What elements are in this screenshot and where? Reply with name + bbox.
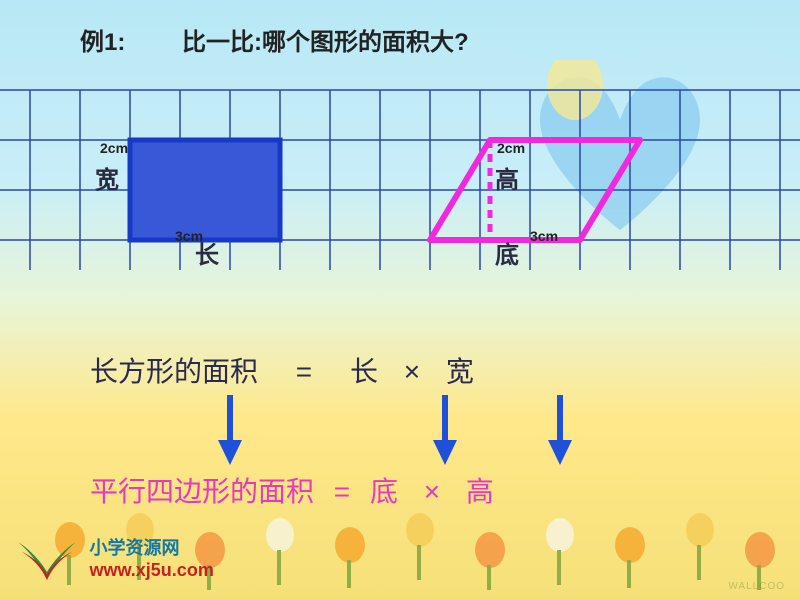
formula1-subject: 长方形的面积: [90, 356, 258, 387]
parallelogram-base-dim: 3cm: [530, 228, 558, 244]
formula1-times: ×: [404, 356, 420, 387]
formula2-times: ×: [424, 476, 440, 507]
logo-text-line2: www.xj5u.com: [89, 560, 213, 581]
rectangle-area-formula: 长方形的面积 = 长 × 宽: [90, 350, 474, 390]
mapping-arrows: [0, 390, 800, 470]
parallelogram-area-formula: 平行四边形的面积 = 底 × 高: [90, 470, 494, 510]
formula1-equals: =: [296, 356, 312, 387]
rectangle-width-dim: 2cm: [100, 140, 128, 156]
logo-text-line1: 小学资源网: [89, 534, 213, 560]
formula2-subject: 平行四边形的面积: [90, 476, 314, 507]
parallelogram-base-label: 底: [495, 235, 519, 270]
site-logo: 小学资源网 www.xj5u.com: [10, 530, 214, 585]
formula2-equals: =: [334, 476, 350, 507]
formula2-height: 高: [466, 476, 494, 507]
parallelogram-height-dim: 2cm: [497, 140, 525, 156]
watermark: WALLCOO: [728, 581, 785, 592]
logo-icon: [10, 530, 85, 585]
question-text: 比一比:哪个图形的面积大?: [182, 29, 469, 56]
example-label: 例1:: [80, 29, 125, 56]
formula1-length: 长: [350, 356, 378, 387]
example-title: 例1: 比一比:哪个图形的面积大?: [80, 22, 469, 57]
shapes-grid-region: [0, 70, 800, 270]
formula2-base: 底: [370, 476, 398, 507]
parallelogram-height-label: 高: [495, 160, 519, 195]
rectangle-length-dim: 3cm: [175, 228, 203, 244]
formula1-width: 宽: [446, 356, 474, 387]
rectangle-width-label: 宽: [95, 160, 119, 195]
